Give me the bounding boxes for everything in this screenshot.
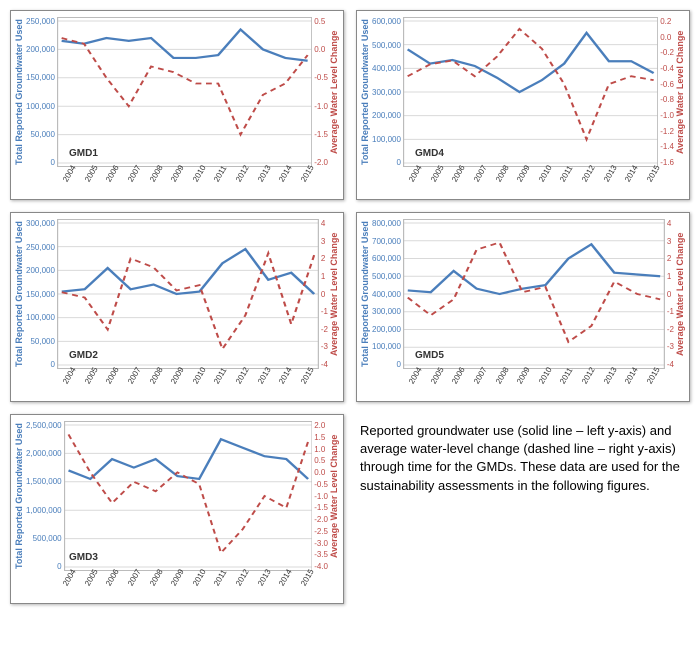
y-ticks-right: 2.01.51.00.50.0-0.5-1.0-1.5-2.0-2.5-3.0-… <box>312 421 330 571</box>
groundwater-use-line <box>408 33 654 92</box>
panel-label: GMD3 <box>67 552 100 563</box>
water-level-change-line <box>62 253 314 349</box>
x-ticks: 2004200520062007200820092010201120122013… <box>407 169 645 178</box>
y-axis-right-label: Average Water Level Change <box>330 17 339 167</box>
panel-label: GMD1 <box>67 148 100 159</box>
panel-label: GMD2 <box>67 350 100 361</box>
y-ticks-left: 300,000250,000200,000150,000100,00050,00… <box>24 219 57 369</box>
x-ticks: 2004200520062007200820092010201120122013… <box>61 573 299 582</box>
y-ticks-left: 600,000500,000400,000300,000200,000100,0… <box>370 17 403 167</box>
groundwater-use-line <box>68 439 308 479</box>
y-axis-right-label: Average Water Level Change <box>330 421 339 571</box>
chart-panel-gmd2: Total Reported Groundwater Used300,00025… <box>10 212 344 402</box>
water-level-change-line <box>68 434 308 552</box>
y-axis-left-label: Total Reported Groundwater Used <box>15 17 24 167</box>
chart-panel-gmd3: Total Reported Groundwater Used2,500,000… <box>10 414 344 604</box>
y-axis-right-label: Average Water Level Change <box>676 17 685 167</box>
x-ticks: 2004200520062007200820092010201120122013… <box>61 371 299 380</box>
plot-area <box>57 219 319 369</box>
y-axis-left-label: Total Reported Groundwater Used <box>361 219 370 369</box>
chart-panel-gmd1: Total Reported Groundwater Used250,00020… <box>10 10 344 200</box>
caption-text: Reported groundwater use (solid line – l… <box>356 414 690 604</box>
y-ticks-left: 800,000700,000600,000500,000400,000300,0… <box>370 219 403 369</box>
x-ticks: 2004200520062007200820092010201120122013… <box>61 169 299 178</box>
chart-panel-gmd4: Total Reported Groundwater Used600,00050… <box>356 10 690 200</box>
y-ticks-left: 250,000200,000150,000100,00050,0000 <box>24 17 57 167</box>
x-ticks: 2004200520062007200820092010201120122013… <box>407 371 645 380</box>
water-level-change-line <box>408 29 654 139</box>
y-axis-left-label: Total Reported Groundwater Used <box>15 421 24 571</box>
plot-area <box>403 219 665 369</box>
groundwater-use-line <box>408 244 660 294</box>
y-axis-left-label: Total Reported Groundwater Used <box>361 17 370 167</box>
plot-area <box>57 17 312 167</box>
y-ticks-right: 0.50.0-0.5-1.0-1.5-2.0 <box>312 17 330 167</box>
y-axis-right-label: Average Water Level Change <box>330 219 339 369</box>
y-ticks-right: 0.20.0-0.2-0.4-0.6-0.8-1.0-1.2-1.4-1.6 <box>658 17 676 167</box>
y-axis-right-label: Average Water Level Change <box>676 219 685 369</box>
plot-area <box>403 17 658 167</box>
chart-panel-gmd5: Total Reported Groundwater Used800,00070… <box>356 212 690 402</box>
panel-label: GMD5 <box>413 350 446 361</box>
plot-area <box>64 421 313 571</box>
water-level-change-line <box>408 243 660 342</box>
y-ticks-left: 2,500,0002,000,0001,500,0001,000,000500,… <box>24 421 64 571</box>
groundwater-use-line <box>62 30 308 61</box>
panel-label: GMD4 <box>413 148 446 159</box>
y-axis-left-label: Total Reported Groundwater Used <box>15 219 24 369</box>
